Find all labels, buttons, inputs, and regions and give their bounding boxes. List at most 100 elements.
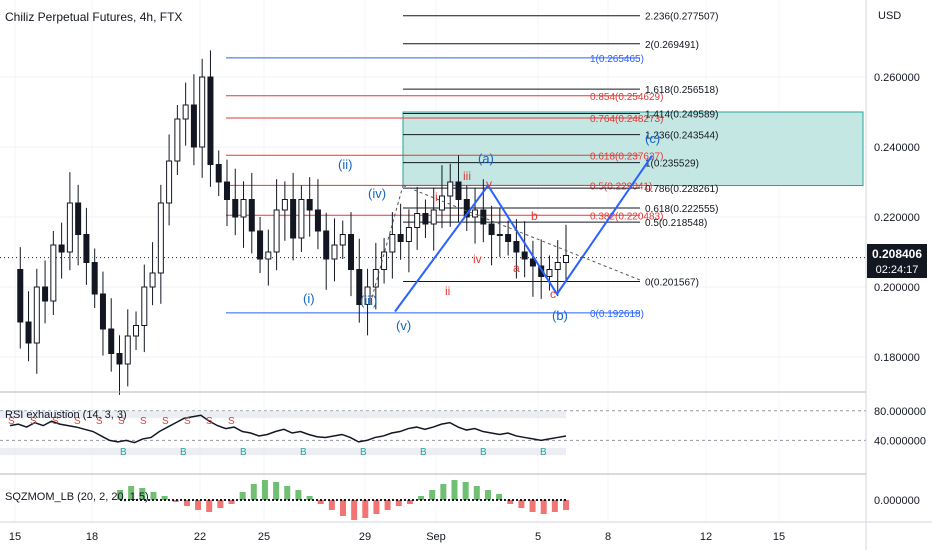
- candle-body[interactable]: [381, 251, 388, 270]
- sqz-histogram-bar[interactable]: [406, 500, 413, 504]
- sqz-histogram-bar[interactable]: [161, 496, 168, 500]
- candle-body[interactable]: [141, 286, 148, 326]
- candle-body[interactable]: [563, 255, 569, 263]
- candle-body[interactable]: [496, 234, 503, 236]
- sqz-histogram-bar[interactable]: [139, 488, 146, 500]
- candle-body[interactable]: [33, 286, 40, 344]
- candle-body[interactable]: [356, 269, 363, 305]
- candle-body[interactable]: [430, 209, 437, 225]
- rsi-line[interactable]: [9, 414, 567, 444]
- candle-body[interactable]: [513, 241, 520, 253]
- candle-body[interactable]: [223, 181, 230, 200]
- candle-body[interactable]: [554, 262, 561, 270]
- candle-body[interactable]: [116, 353, 123, 365]
- candle-body[interactable]: [265, 251, 272, 260]
- candle-body[interactable]: [414, 213, 421, 228]
- sqz-histogram-bar[interactable]: [484, 490, 491, 500]
- sqz-histogram-bar[interactable]: [195, 500, 202, 510]
- candle-body[interactable]: [455, 181, 462, 200]
- sqz-histogram-bar[interactable]: [295, 490, 302, 500]
- sqz-histogram-bar[interactable]: [117, 490, 123, 500]
- candle-body[interactable]: [17, 269, 24, 323]
- sqz-histogram-bar[interactable]: [351, 500, 358, 520]
- sqz-histogram-bar[interactable]: [563, 500, 569, 510]
- candle-body[interactable]: [314, 209, 321, 232]
- candle-body[interactable]: [306, 199, 313, 211]
- candle-body[interactable]: [91, 262, 98, 295]
- candle-body[interactable]: [364, 286, 371, 305]
- candle-body[interactable]: [75, 202, 82, 235]
- candle-body[interactable]: [232, 199, 239, 218]
- candle-body[interactable]: [157, 202, 164, 274]
- sqz-histogram-bar[interactable]: [384, 500, 391, 510]
- candle-body[interactable]: [397, 234, 404, 242]
- sqz-histogram-bar[interactable]: [317, 500, 324, 504]
- candle-body[interactable]: [257, 230, 264, 260]
- sqz-histogram-bar[interactable]: [451, 480, 458, 500]
- candle-body[interactable]: [505, 234, 512, 242]
- candle-body[interactable]: [83, 234, 90, 263]
- candle-body[interactable]: [529, 258, 536, 267]
- candle-body[interactable]: [124, 335, 131, 365]
- squeeze-momentum-pane[interactable]: [117, 480, 569, 520]
- candle-body[interactable]: [273, 209, 280, 253]
- candle-body[interactable]: [166, 160, 173, 204]
- candle-body[interactable]: [521, 251, 528, 260]
- sqz-histogram-bar[interactable]: [284, 486, 291, 500]
- sqz-histogram-bar[interactable]: [239, 492, 246, 500]
- sqz-histogram-bar[interactable]: [373, 500, 380, 514]
- candle-body[interactable]: [190, 104, 197, 148]
- sqz-histogram-bar[interactable]: [250, 484, 257, 500]
- sqz-histogram-bar[interactable]: [362, 500, 369, 518]
- sqz-histogram-bar[interactable]: [418, 496, 425, 500]
- candle-body[interactable]: [199, 76, 206, 148]
- sqz-histogram-bar[interactable]: [507, 500, 514, 504]
- candle-body[interactable]: [463, 199, 470, 218]
- sqz-histogram-bar[interactable]: [328, 500, 335, 510]
- candle-body[interactable]: [348, 234, 355, 270]
- candle-body[interactable]: [248, 199, 255, 232]
- candle-body[interactable]: [50, 244, 57, 302]
- sqz-histogram-bar[interactable]: [529, 500, 536, 512]
- candle-body[interactable]: [290, 199, 297, 239]
- candle-body[interactable]: [389, 234, 396, 253]
- candle-body[interactable]: [447, 181, 454, 197]
- sqz-histogram-bar[interactable]: [172, 500, 179, 502]
- candle-body[interactable]: [174, 118, 181, 162]
- sqz-histogram-bar[interactable]: [128, 486, 135, 500]
- sqz-histogram-bar[interactable]: [306, 496, 313, 500]
- rsi-indicator-title[interactable]: RSI exhaustion (14, 3, 3): [5, 409, 127, 421]
- sqz-histogram-bar[interactable]: [440, 484, 447, 500]
- candle-body[interactable]: [488, 223, 495, 235]
- sqz-histogram-bar[interactable]: [518, 500, 525, 508]
- candle-body[interactable]: [472, 209, 479, 218]
- sqz-histogram-bar[interactable]: [551, 500, 558, 512]
- candle-body[interactable]: [422, 213, 429, 225]
- sqz-histogram-bar[interactable]: [340, 500, 346, 516]
- candle-body[interactable]: [281, 199, 288, 211]
- candle-body[interactable]: [331, 244, 338, 260]
- candle-body[interactable]: [58, 244, 65, 253]
- candle-body[interactable]: [298, 199, 305, 239]
- candle-body[interactable]: [149, 272, 156, 288]
- sqz-histogram-bar[interactable]: [462, 482, 469, 500]
- sqz-histogram-bar[interactable]: [206, 500, 213, 512]
- candle-body[interactable]: [546, 269, 553, 277]
- sqz-histogram-bar[interactable]: [273, 482, 280, 500]
- rsi-exhaustion-pane[interactable]: S S S S S S S S S S S B B B B B B B B: [0, 410, 866, 458]
- sqz-histogram-bar[interactable]: [150, 492, 157, 500]
- sqz-histogram-bar[interactable]: [540, 500, 547, 514]
- candle-body[interactable]: [405, 227, 412, 242]
- sqz-histogram-bar[interactable]: [183, 500, 190, 506]
- candle-body[interactable]: [42, 286, 49, 302]
- candle-body[interactable]: [66, 202, 73, 253]
- candlestick-layer[interactable]: [17, 50, 569, 395]
- sqz-histogram-bar[interactable]: [261, 480, 268, 500]
- sqz-histogram-bar[interactable]: [228, 500, 235, 504]
- candle-body[interactable]: [240, 199, 247, 218]
- candle-body[interactable]: [108, 328, 115, 354]
- sqz-histogram-bar[interactable]: [496, 494, 503, 500]
- candle-body[interactable]: [372, 269, 379, 288]
- candle-body[interactable]: [438, 195, 445, 211]
